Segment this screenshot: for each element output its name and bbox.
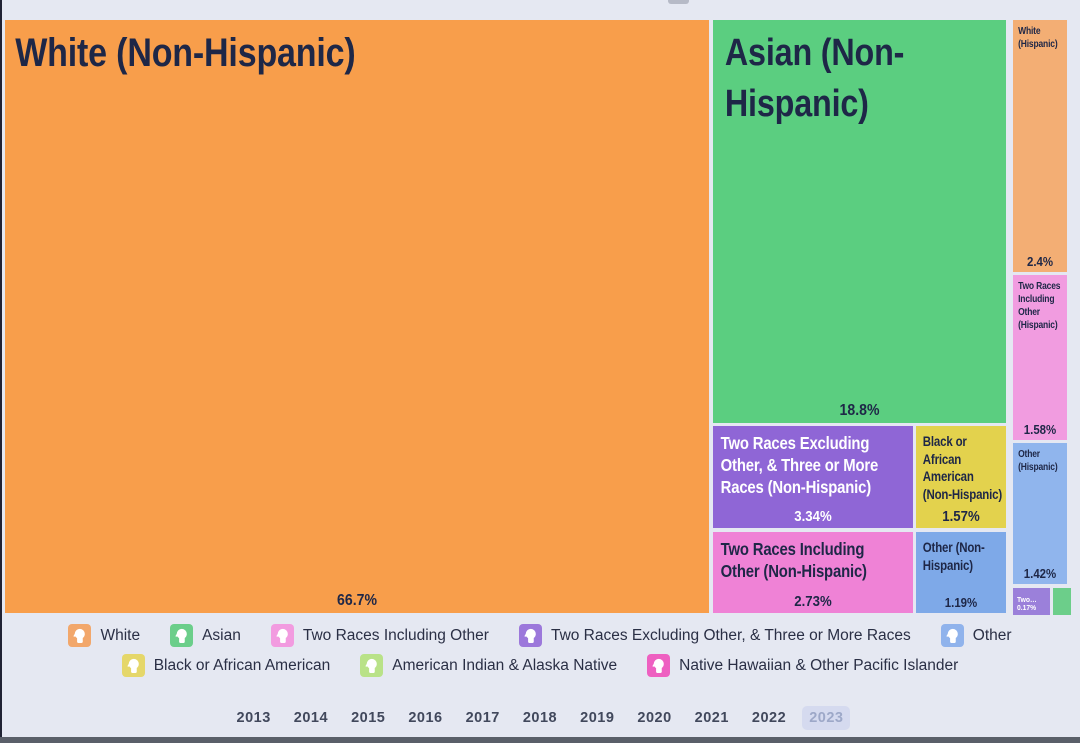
block-percent: 2.4% <box>1026 254 1054 269</box>
block-label: White (Non-Hispanic) <box>15 31 356 75</box>
person-icon <box>518 624 542 647</box>
block-label: White (Hispanic) <box>1018 26 1058 50</box>
block-label: Two… 0.17% <box>1017 594 1037 613</box>
block-percent: 1.57% <box>942 508 980 525</box>
treemap-block-other-hispanic[interactable]: Other (Hispanic) 1.42% <box>1013 443 1067 584</box>
person-icon <box>170 624 194 647</box>
legend-row-1: White Asian Two Races Including Other Tw… <box>68 624 1012 647</box>
window-bottom-edge <box>0 737 1080 743</box>
person-icon <box>121 654 145 677</box>
person-icon <box>270 624 294 647</box>
block-percent: 1.42% <box>1023 566 1057 581</box>
block-label: Two Races Excluding Other, & Three or Mo… <box>720 433 879 497</box>
treemap-block-small-green[interactable] <box>1053 588 1071 615</box>
person-icon <box>647 654 671 677</box>
block-label: Two Races Including Other (Hispanic) <box>1018 281 1061 331</box>
legend-item-two-races-including-other[interactable]: Two Races Including Other <box>270 624 489 647</box>
block-percent: 1.58% <box>1023 422 1057 437</box>
legend-item-two-races-excluding-other[interactable]: Two Races Excluding Other, & Three or Mo… <box>518 624 911 647</box>
year-selector: 2013 2014 2015 2016 2017 2018 2019 2020 … <box>0 706 1080 730</box>
legend-item-black-or-african-american[interactable]: Black or African American <box>121 654 331 677</box>
legend-item-white[interactable]: White <box>68 624 140 647</box>
block-percent: 2.73% <box>794 593 832 610</box>
person-icon <box>360 654 384 677</box>
legend-item-american-indian-alaska-native[interactable]: American Indian & Alaska Native <box>360 654 617 677</box>
year-tab-2023-selected[interactable]: 2023 <box>802 706 851 730</box>
year-tab-2020[interactable]: 2020 <box>637 710 672 726</box>
legend-label: Two Races Including Other <box>302 626 489 644</box>
block-label: Two Races Including Other (Non-Hispanic) <box>720 539 867 581</box>
person-icon <box>940 624 964 647</box>
block-label: Black or African American (Non-Hispanic) <box>922 434 1003 502</box>
treemap-block-two-races-small[interactable]: Two… 0.17% <box>1013 588 1050 615</box>
block-percent: 3.34% <box>794 508 832 525</box>
treemap-block-white-non-hispanic[interactable]: White (Non-Hispanic) 66.7% <box>5 20 709 613</box>
block-label: Other (Non-Hispanic) <box>922 540 985 573</box>
legend-label: Two Races Excluding Other, & Three or Mo… <box>550 626 911 644</box>
year-tab-2021[interactable]: 2021 <box>694 710 729 726</box>
horizontal-scrollbar-thumb <box>668 0 689 4</box>
legend-item-asian[interactable]: Asian <box>170 624 241 647</box>
person-icon <box>68 624 92 647</box>
treemap-block-white-hispanic[interactable]: White (Hispanic) 2.4% <box>1013 20 1067 272</box>
block-percent: 1.19% <box>944 595 978 610</box>
legend: White Asian Two Races Including Other Tw… <box>0 624 1080 677</box>
treemap-block-two-races-including-other-hispanic[interactable]: Two Races Including Other (Hispanic) 1.5… <box>1013 275 1067 440</box>
year-tab-2013[interactable]: 2013 <box>236 710 271 726</box>
legend-label: Other <box>972 626 1012 644</box>
legend-label: White <box>100 626 141 644</box>
window-left-edge <box>0 0 2 743</box>
treemap-block-other-non-hispanic[interactable]: Other (Non-Hispanic) 1.19% <box>916 532 1006 613</box>
year-tab-2015[interactable]: 2015 <box>351 710 386 726</box>
year-tab-2018[interactable]: 2018 <box>522 710 558 726</box>
year-tab-2014[interactable]: 2014 <box>293 710 329 726</box>
year-tab-2019[interactable]: 2019 <box>580 710 615 726</box>
legend-row-2: Black or African American American India… <box>121 654 958 677</box>
block-label: Other (Hispanic) <box>1018 449 1058 473</box>
year-tab-2022[interactable]: 2022 <box>751 710 787 726</box>
block-percent: 66.7% <box>337 592 377 609</box>
year-tab-2017[interactable]: 2017 <box>465 710 500 726</box>
block-label: Asian (Non-Hispanic) <box>724 32 905 126</box>
treemap-block-two-races-including-other-non-hispanic[interactable]: Two Races Including Other (Non-Hispanic)… <box>713 532 913 613</box>
legend-label: Black or African American <box>153 656 331 674</box>
legend-item-other[interactable]: Other <box>940 624 1012 647</box>
legend-label: American Indian & Alaska Native <box>392 656 618 674</box>
treemap-block-two-races-excluding-other-non-hispanic[interactable]: Two Races Excluding Other, & Three or Mo… <box>713 426 913 528</box>
legend-item-native-hawaiian-pacific-islander[interactable]: Native Hawaiian & Other Pacific Islander <box>647 654 958 677</box>
block-percent: 0.17% <box>1017 603 1037 613</box>
block-percent: 18.8% <box>839 402 880 419</box>
treemap-block-black-non-hispanic[interactable]: Black or African American (Non-Hispanic)… <box>916 426 1006 528</box>
legend-label: Native Hawaiian & Other Pacific Islander <box>679 656 959 674</box>
legend-label: Asian <box>202 626 241 644</box>
treemap-block-asian-non-hispanic[interactable]: Asian (Non-Hispanic) 18.8% <box>713 20 1006 423</box>
year-tab-2016[interactable]: 2016 <box>408 710 443 726</box>
